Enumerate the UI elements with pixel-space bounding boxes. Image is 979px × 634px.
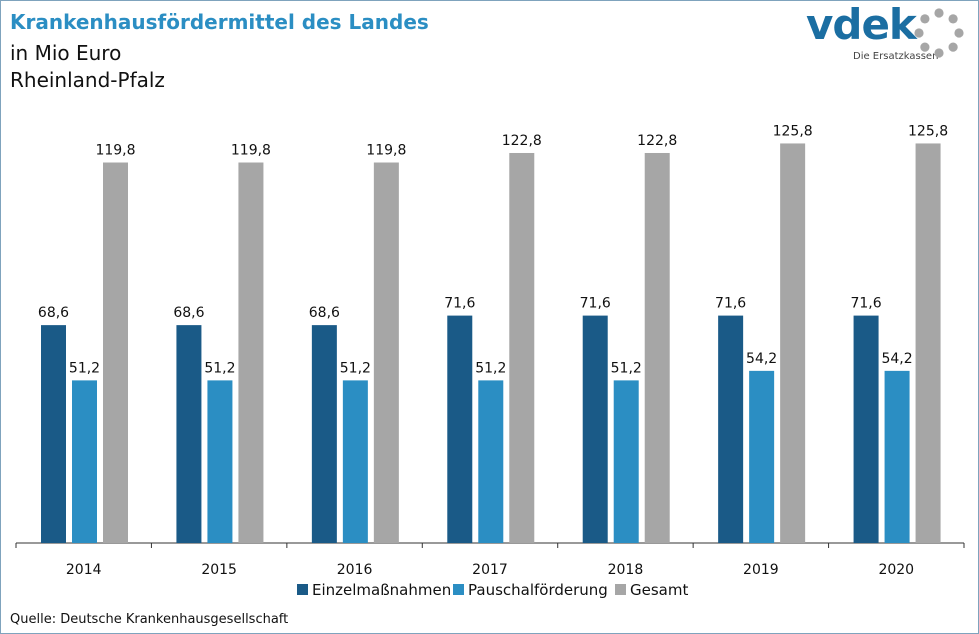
bar-pauschalförderung — [478, 380, 504, 543]
bar-gesamt — [644, 152, 670, 543]
data-label: 119,8 — [366, 143, 406, 159]
chart-title: Krankenhausfördermittel des Landes — [10, 10, 429, 34]
dotted-ring-icon — [914, 8, 964, 58]
legend-entry: Einzelmaßnahmen — [312, 581, 451, 599]
legend-entry: Pauschalförderung — [468, 581, 608, 599]
legend-swatch — [615, 584, 626, 595]
bar-gesamt — [103, 162, 128, 543]
bar-gesamt — [915, 143, 941, 543]
x-tick-label: 2015 — [201, 562, 237, 578]
bar-gesamt — [509, 152, 535, 543]
data-label: 51,2 — [340, 360, 371, 376]
data-label: 68,6 — [173, 305, 204, 321]
bar-einzelmaßnahmen — [582, 315, 608, 543]
data-label: 122,8 — [502, 133, 542, 149]
bar-einzelmaßnahmen — [176, 325, 202, 543]
data-label: 51,2 — [204, 360, 235, 376]
data-label: 125,8 — [773, 123, 813, 139]
logo-tagline: Die Ersatzkassen — [853, 51, 939, 62]
bar-gesamt — [373, 162, 399, 543]
data-label: 125,8 — [908, 123, 948, 139]
x-tick-label: 2017 — [472, 562, 508, 578]
logo-wordmark: vdek — [806, 0, 917, 49]
x-tick-label: 2020 — [878, 562, 914, 578]
bar-pauschalförderung — [342, 380, 368, 543]
bar-pauschalförderung — [207, 380, 233, 543]
bar-pauschalförderung — [72, 380, 97, 543]
x-tick-label: 2014 — [66, 562, 102, 578]
data-label: 51,2 — [475, 360, 506, 376]
bar-gesamt — [238, 162, 264, 543]
data-label: 71,6 — [444, 296, 475, 312]
legend-swatch — [297, 584, 308, 595]
x-tick-label: 2018 — [608, 562, 644, 578]
x-tick-label: 2019 — [743, 562, 779, 578]
bar-einzelmaßnahmen — [447, 315, 473, 543]
bar-einzelmaßnahmen — [311, 325, 337, 543]
data-label: 68,6 — [38, 305, 69, 321]
data-label: 54,2 — [881, 351, 912, 367]
bar-einzelmaßnahmen — [41, 325, 66, 543]
x-tick-label: 2016 — [337, 562, 373, 578]
chart-unit: in Mio Euro — [10, 41, 122, 65]
chart-region: Rheinland-Pfalz — [10, 68, 165, 92]
data-label: 119,8 — [231, 143, 271, 159]
legend-entry: Gesamt — [630, 581, 688, 599]
data-label: 54,2 — [746, 351, 777, 367]
bar-pauschalförderung — [613, 380, 639, 543]
legend-swatch — [453, 584, 464, 595]
data-label: 71,6 — [850, 296, 881, 312]
vdek-logo: vdek Die Ersatzkassen — [806, 0, 966, 66]
bar-einzelmaßnahmen — [853, 315, 879, 543]
bar-pauschalförderung — [749, 370, 775, 543]
data-label: 71,6 — [580, 296, 611, 312]
data-label: 122,8 — [637, 133, 677, 149]
data-label: 119,8 — [95, 143, 135, 159]
bar-gesamt — [780, 143, 806, 543]
data-label: 71,6 — [715, 296, 746, 312]
data-label: 68,6 — [309, 305, 340, 321]
bar-einzelmaßnahmen — [718, 315, 744, 543]
bar-pauschalförderung — [884, 370, 910, 543]
data-label: 51,2 — [69, 360, 100, 376]
source-note: Quelle: Deutsche Krankenhausgesellschaft — [10, 612, 289, 627]
data-label: 51,2 — [611, 360, 642, 376]
